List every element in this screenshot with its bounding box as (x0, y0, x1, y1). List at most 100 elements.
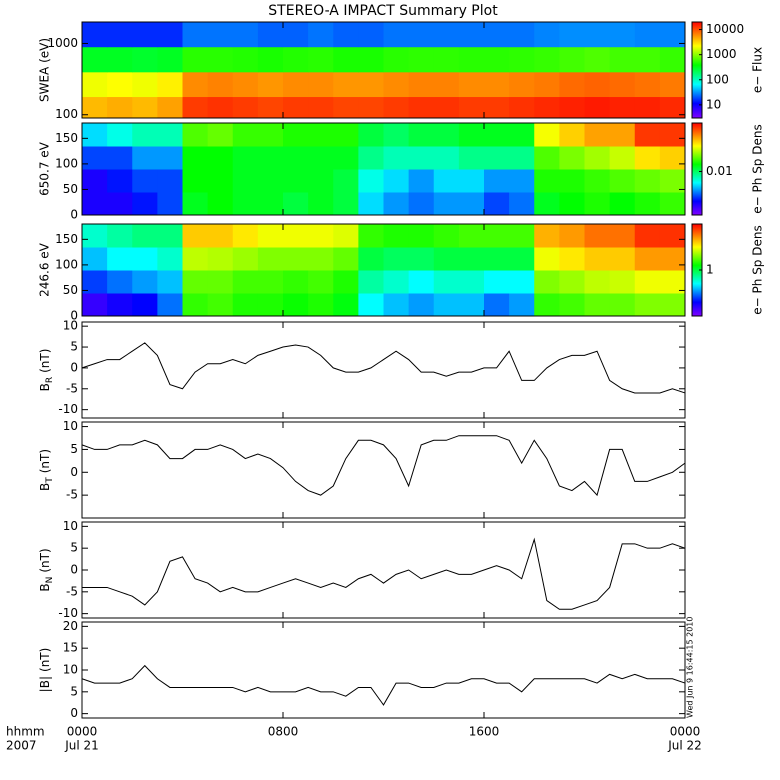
spectrogram-cell (107, 270, 133, 294)
colorbar-label: e− Ph Sp Dens (751, 124, 765, 213)
spectrogram-cell (207, 22, 234, 48)
y-tick-label: 150 (55, 232, 78, 246)
spectrogram-cell (659, 270, 686, 294)
y-tick-label: 5 (70, 684, 78, 698)
spectrogram-cell (107, 293, 133, 317)
spectrogram-cell (182, 71, 209, 98)
spectrogram-cell (132, 270, 158, 294)
spectrogram-cell (308, 22, 334, 48)
spectrogram-cell (82, 169, 108, 193)
spectrogram-cell (484, 247, 510, 271)
spectrogram-cell (458, 247, 485, 271)
colorbar-tick-label: 1000 (706, 47, 737, 61)
spectrogram-cell (659, 169, 686, 193)
spectrogram-cell (132, 71, 158, 98)
spectrogram-cell (283, 22, 309, 48)
x-tick-label: 0000 (67, 725, 98, 739)
panel-frame (81, 421, 686, 519)
spectrogram-cell (634, 169, 661, 193)
spectrogram-cell (157, 146, 183, 170)
spectrogram-cell (484, 71, 510, 98)
spectrogram-cell (257, 224, 284, 248)
spectrogram-cell (609, 270, 636, 294)
spectrogram-cell (207, 293, 234, 317)
y-axis-label: 650.7 eV (38, 141, 52, 196)
spectrogram-cell (333, 46, 359, 73)
spectrogram-cell (107, 96, 133, 119)
spectrogram-cell (333, 224, 359, 248)
spectrogram-cell (609, 71, 636, 98)
y-tick-label: 0 (70, 360, 78, 374)
spectrogram-cell (333, 169, 359, 193)
spectrogram-cell (333, 293, 359, 317)
spectrogram-cell (82, 46, 108, 73)
spectrogram-cell (308, 192, 334, 216)
spectrogram-cell (132, 192, 158, 216)
spectrogram-cell (584, 123, 611, 147)
spectrogram-cell (207, 46, 234, 73)
spectrogram-cell (458, 169, 485, 193)
y-label-subscript: T (45, 477, 55, 484)
panel-frame (81, 521, 686, 619)
spectrogram-cell (283, 270, 309, 294)
x-date-label: Jul 21 (64, 739, 99, 753)
spectrogram-cell (584, 192, 611, 216)
spectrogram-cell (534, 247, 560, 271)
y-label-unit: (nT) (38, 449, 52, 473)
spectrogram-cell (383, 169, 410, 193)
spectrogram-cell (82, 224, 108, 248)
spectrogram-cell (559, 46, 585, 73)
spectrogram-cell (383, 46, 410, 73)
y-tick-label: 100 (55, 257, 78, 271)
spectrogram-cell (358, 146, 384, 170)
spectrogram-cell (408, 270, 435, 294)
spectrogram-cell (609, 123, 636, 147)
spectrogram-cell (584, 71, 611, 98)
x-row-label: 2007 (6, 739, 37, 753)
spectrogram-cell (433, 247, 460, 271)
spectrogram-cell (484, 224, 510, 248)
y-tick-label: 5 (70, 442, 78, 456)
spectrogram-cell (232, 169, 259, 193)
y-tick-label: -10 (58, 606, 78, 620)
spectrogram-cell (358, 46, 384, 73)
spectrogram-cell (107, 123, 133, 147)
spectrogram-cell (433, 123, 460, 147)
spectrogram-cell (358, 169, 384, 193)
colorbar-label: e− Ph Sp Dens (751, 225, 765, 314)
spectrogram-cell (609, 293, 636, 317)
spectrogram-cell (634, 224, 661, 248)
spectrogram-cell (182, 192, 209, 216)
panel-frame (81, 223, 686, 317)
spectrogram-cell (182, 96, 209, 119)
data-line (81, 435, 686, 497)
spectrogram-cell (257, 146, 284, 170)
spectrogram-cell (584, 96, 611, 119)
spectrogram-cell (433, 71, 460, 98)
spectrogram-cell (634, 192, 661, 216)
spectrogram-cell (157, 270, 183, 294)
x-tick-label: 1600 (469, 725, 500, 739)
spectrogram-cell (283, 293, 309, 317)
spectrogram-cell (207, 123, 234, 147)
spectrogram-cell (484, 192, 510, 216)
spectrogram-cell (358, 293, 384, 317)
spectrogram-cell (308, 224, 334, 248)
spectrogram-cell (333, 71, 359, 98)
data-line (82, 537, 686, 610)
spectrogram-cell (182, 270, 209, 294)
spectrogram-cell (509, 46, 535, 73)
spectrogram-cell (659, 293, 686, 317)
spectrogram-cell (659, 224, 686, 248)
spectrogram-cell (659, 123, 686, 147)
spectrogram-cell (609, 146, 636, 170)
y-tick-label: 15 (63, 641, 78, 655)
spectrogram-cell (383, 192, 410, 216)
spectrogram-cell (383, 270, 410, 294)
spectrogram-cell (207, 96, 234, 119)
spectrogram-cell (157, 71, 183, 98)
spectrogram-cell (433, 22, 460, 48)
spectrogram-cell (333, 270, 359, 294)
spectrogram-cell (257, 192, 284, 216)
spectrogram-cell (333, 123, 359, 147)
